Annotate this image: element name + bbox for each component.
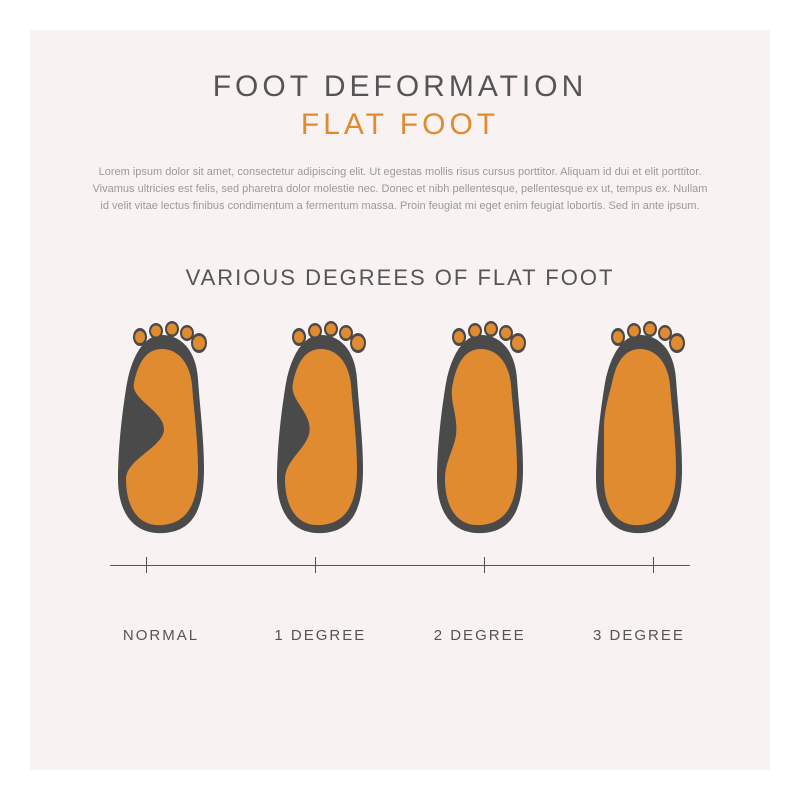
title-line-1: FOOT DEFORMATION	[80, 70, 720, 104]
foot-cell	[86, 319, 236, 549]
foot-cell	[245, 319, 395, 549]
foot-icon	[415, 319, 545, 549]
tick	[315, 557, 316, 573]
foot-icon	[96, 319, 226, 549]
degree-label: NORMAL	[86, 627, 236, 644]
degree-label: 3 DEGREE	[564, 627, 714, 644]
foot-icon	[255, 319, 385, 549]
title-line-2: FLAT FOOT	[80, 108, 720, 142]
foot-cell	[564, 319, 714, 549]
labels-row: NORMAL 1 DEGREE 2 DEGREE 3 DEGREE	[80, 627, 720, 644]
tick	[146, 557, 147, 573]
title-block: FOOT DEFORMATION FLAT FOOT	[80, 70, 720, 142]
feet-row	[80, 319, 720, 549]
foot-icon	[574, 319, 704, 549]
infographic-canvas: FOOT DEFORMATION FLAT FOOT Lorem ipsum d…	[30, 30, 770, 770]
axis	[80, 557, 720, 597]
tick	[653, 557, 654, 573]
body-paragraph: Lorem ipsum dolor sit amet, consectetur …	[80, 164, 720, 215]
tick	[484, 557, 485, 573]
section-title: VARIOUS DEGREES OF FLAT FOOT	[80, 265, 720, 291]
foot-cell	[405, 319, 555, 549]
degree-label: 2 DEGREE	[405, 627, 555, 644]
axis-ticks	[80, 557, 720, 573]
degree-label: 1 DEGREE	[245, 627, 395, 644]
